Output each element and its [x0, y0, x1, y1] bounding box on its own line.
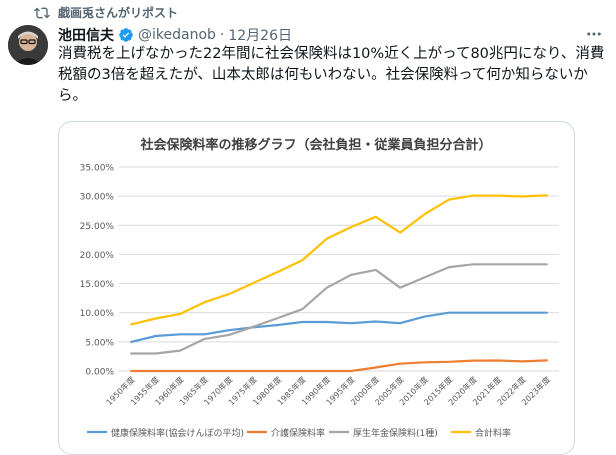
verified-badge-icon[interactable] [118, 27, 134, 43]
y-tick-label: 5.00% [85, 338, 114, 348]
y-tick-label: 15.00% [80, 280, 115, 290]
more-button[interactable] [584, 24, 604, 44]
more-icon [587, 32, 601, 36]
y-tick-label: 0.00% [85, 368, 114, 378]
repost-icon [34, 7, 50, 18]
legend-label: 介護保険料率 [271, 427, 325, 439]
separator-dot: · [219, 27, 225, 43]
legend-label: 合計料率 [475, 427, 511, 439]
legend-label: 厚生年金保険料(1種) [353, 427, 438, 439]
series-line-2 [130, 359, 548, 373]
y-tick-label: 10.00% [80, 309, 115, 319]
y-tick-label: 30.00% [80, 193, 115, 203]
series-line-4 [130, 194, 548, 326]
tweet-date[interactable]: 12月26日 [228, 28, 292, 44]
y-tick-label: 35.00% [80, 164, 115, 174]
chart-image[interactable]: 社会保険料率の推移グラフ（会社負担・従業員負担分合計） 0.00% 5.00% 10… [58, 121, 575, 455]
repost-indicator[interactable]: 戯画兎さんがリポスト [34, 4, 178, 21]
avatar-image [8, 25, 48, 65]
legend-label: 健康保険料率(協会けんぽの平均) [111, 427, 244, 439]
y-tick-label: 20.00% [80, 251, 115, 261]
y-tick-label: 25.00% [80, 222, 115, 232]
author-name[interactable]: 池田信夫 [58, 28, 114, 44]
series-line-3 [130, 263, 548, 355]
chart-svg: 社会保険料率の推移グラフ（会社負担・従業員負担分合計） 0.00% 5.00% 10… [80, 137, 559, 439]
avatar[interactable] [8, 25, 48, 65]
chart-title: 社会保険料率の推移グラフ（会社負担・従業員負担分合計） [139, 137, 491, 153]
tweet-header: 池田信夫 @ikedanob · 12月26日 [58, 25, 292, 45]
series-line-1 [130, 311, 548, 343]
repost-text: 戯画兎さんがリポスト [58, 6, 179, 20]
tweet-text: 消費税を上げなかった22年間に社会保険料は10%近く上がって80兆円になり、消費… [58, 46, 605, 104]
author-handle[interactable]: @ikedanob [138, 27, 216, 43]
